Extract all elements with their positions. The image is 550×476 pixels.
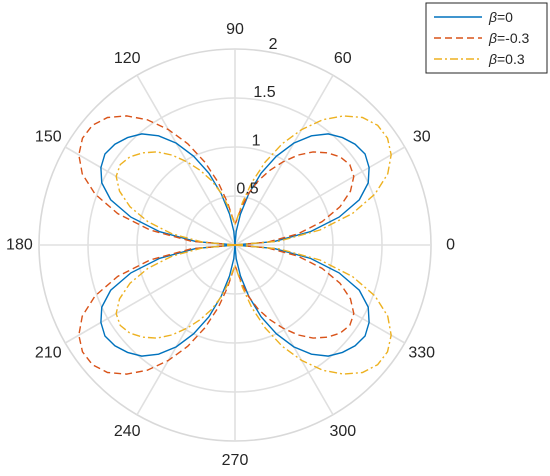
radial-tick-2: 2 <box>269 36 278 53</box>
legend-label-2: β=0.3 <box>488 51 525 67</box>
grid-spoke-30 <box>234 146 406 246</box>
angle-tick-30: 30 <box>413 129 431 146</box>
grid-spoke-210 <box>64 244 236 344</box>
legend-label-1: β=-0.3 <box>488 30 530 46</box>
series-0-petal-1 <box>100 133 236 246</box>
grid-spoke-240 <box>136 244 236 416</box>
tick-labels: 0 30 60 90 120 150 180 210 240 270 300 330 0.5 1 1.5 2 <box>6 21 455 469</box>
series-layer <box>78 115 392 375</box>
series-2-petal-3 <box>234 244 392 375</box>
grid-spoke-60 <box>234 74 334 246</box>
angle-tick-210: 210 <box>35 344 62 361</box>
series-2-petal-2 <box>115 244 236 339</box>
series-2-petal-0 <box>234 115 392 246</box>
series-0-petal-3 <box>234 244 370 357</box>
angle-tick-270: 270 <box>222 452 249 469</box>
radial-tick-1: 1 <box>252 132 261 149</box>
angle-tick-180: 180 <box>6 237 33 254</box>
angle-tick-90: 90 <box>226 21 244 38</box>
series-0-petal-2 <box>100 244 236 357</box>
grid-spoke-120 <box>136 74 236 246</box>
legend: β=0 β=-0.3 β=0.3 <box>425 2 548 74</box>
series-1-petal-3 <box>234 244 355 339</box>
angle-tick-240: 240 <box>114 423 141 440</box>
angle-tick-150: 150 <box>35 129 62 146</box>
polar-grid <box>38 48 432 442</box>
angle-tick-300: 300 <box>329 423 356 440</box>
radial-tick-1.5: 1.5 <box>253 84 275 101</box>
grid-spoke-300 <box>234 244 334 416</box>
grid-spoke-150 <box>64 146 236 246</box>
grid-spoke-330 <box>234 244 406 344</box>
legend-label-0: β=0 <box>488 9 513 25</box>
series-1-petal-2 <box>78 244 236 375</box>
angle-tick-60: 60 <box>334 50 352 67</box>
radial-tick-0.5: 0.5 <box>236 181 258 198</box>
angle-tick-0: 0 <box>446 237 455 254</box>
series-1-petal-0 <box>234 151 355 246</box>
series-2-petal-1 <box>115 151 236 246</box>
angle-tick-330: 330 <box>408 344 435 361</box>
series-1-petal-1 <box>78 115 236 246</box>
angle-tick-120: 120 <box>114 50 141 67</box>
